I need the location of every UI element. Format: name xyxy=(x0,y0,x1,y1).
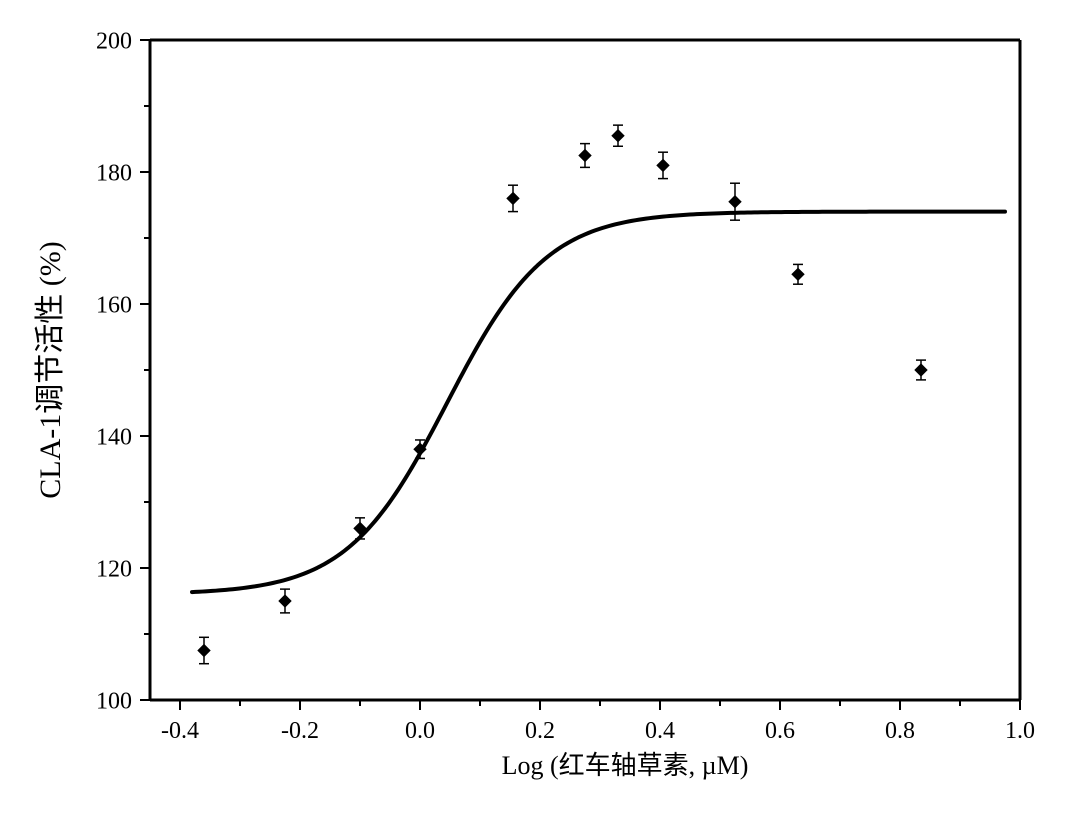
y-tick-label: 100 xyxy=(96,688,132,714)
x-tick-label: -0.2 xyxy=(281,718,319,744)
y-tick-label: 200 xyxy=(96,28,132,54)
x-tick-label: 1.0 xyxy=(1005,718,1035,744)
dose-response-chart: -0.4 -0.2 0.0 0.2 0.4 0.6 0.8 1.0 Log (红车轴草素, µM… xyxy=(0,0,1081,819)
x-tick-label: 0.0 xyxy=(405,718,435,744)
x-tick-label: 0.4 xyxy=(645,718,675,744)
x-axis-label: Log (红车轴草素, µM) xyxy=(502,751,749,780)
x-tick-label: 0.8 xyxy=(885,718,915,744)
x-tick-label: 0.6 xyxy=(765,718,795,744)
x-tick-label: 0.2 xyxy=(525,718,555,744)
y-tick-label: 160 xyxy=(96,292,132,318)
y-tick-label: 120 xyxy=(96,556,132,582)
x-tick-label: -0.4 xyxy=(161,718,199,744)
y-tick-label: 180 xyxy=(96,160,132,186)
y-axis-label: CLA-1调节活性 (%) xyxy=(34,241,67,498)
y-tick-label: 140 xyxy=(96,424,132,450)
